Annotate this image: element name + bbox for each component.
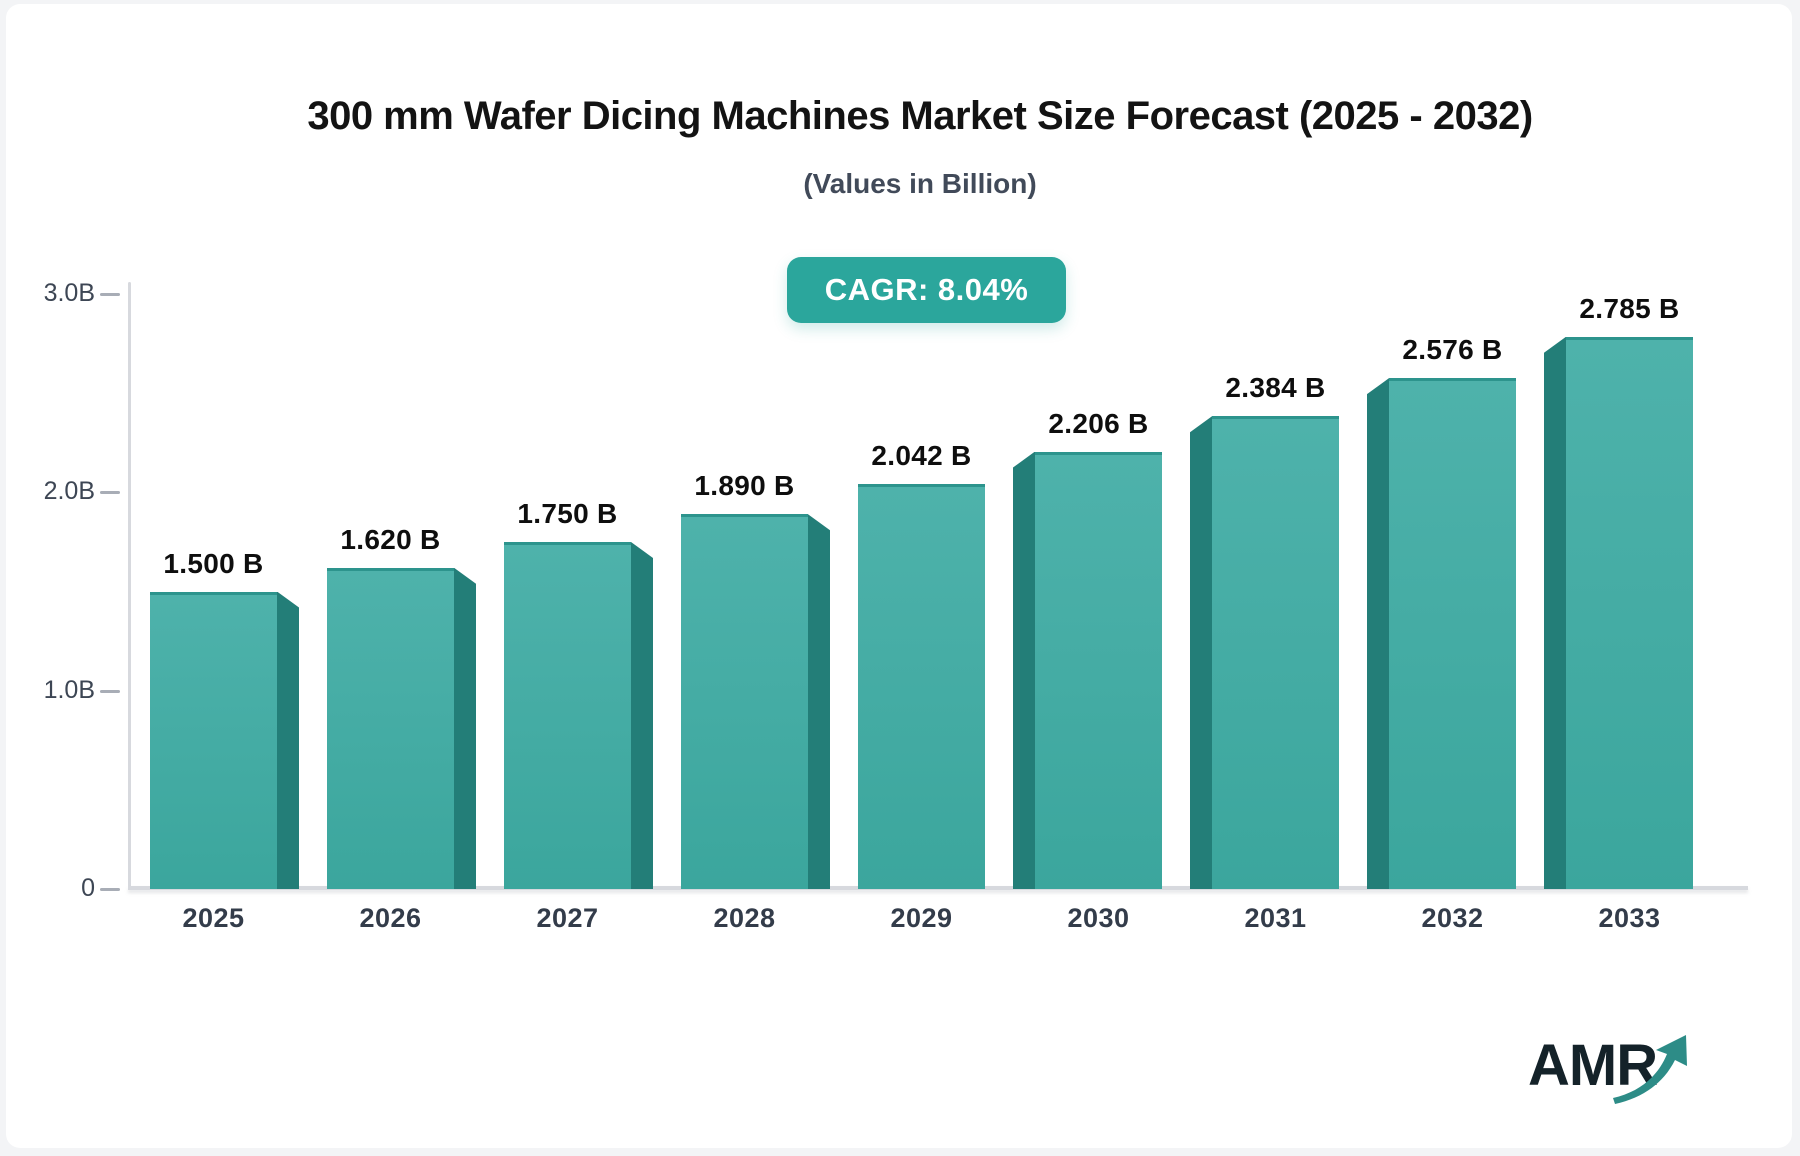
bar-side-face	[1544, 336, 1566, 889]
amr-logo: AMR	[1528, 1032, 1708, 1112]
x-axis-label: 2030	[1067, 903, 1130, 933]
bar-value-label: 2.042 B	[871, 440, 972, 472]
bar-value-label: 1.750 B	[517, 497, 618, 529]
bar-side-face	[1190, 416, 1212, 889]
y-tick-label: 1.0B	[43, 675, 95, 704]
bar-side-face	[1367, 378, 1389, 889]
cagr-badge: CAGR: 8.04%	[787, 257, 1066, 323]
bar-2029	[858, 484, 985, 889]
growth-arrow-icon	[1613, 1035, 1687, 1104]
y-tick-label: 0	[81, 874, 95, 902]
bar-2030	[1035, 451, 1162, 889]
x-axis-label: 2025	[182, 903, 245, 933]
x-axis-label: 2028	[713, 903, 776, 933]
bar-2027	[504, 541, 631, 889]
bar-value-label: 2.785 B	[1579, 292, 1680, 324]
bar-2025	[150, 591, 277, 889]
x-axis-label: 2032	[1421, 903, 1484, 933]
chart-subtitle: (Values in Billion)	[803, 168, 1037, 199]
y-tick-label: 3.0B	[43, 279, 95, 308]
bar-2028	[681, 514, 808, 889]
bar-side-face	[1013, 451, 1035, 889]
y-tick-mark	[100, 689, 120, 693]
bar-side-face	[454, 567, 476, 889]
bar-value-label: 1.620 B	[340, 523, 441, 555]
amr-logo-text: AMR	[1528, 1033, 1658, 1098]
bar-2033	[1566, 336, 1693, 889]
bar-2031	[1212, 416, 1339, 889]
bar-side-face	[277, 591, 299, 889]
x-axis-label: 2033	[1598, 903, 1661, 933]
y-tick-mark	[100, 491, 120, 495]
y-tick-label: 2.0B	[43, 477, 95, 506]
x-axis-label: 2031	[1244, 903, 1307, 933]
bar-2026	[327, 567, 454, 889]
bar-2032	[1389, 378, 1516, 889]
x-axis-label: 2026	[359, 903, 422, 933]
bar-value-label: 2.576 B	[1402, 334, 1503, 366]
bar-side-face	[631, 541, 653, 889]
x-axis-label: 2027	[536, 903, 599, 933]
y-axis-line	[128, 282, 131, 890]
y-tick-mark	[100, 293, 120, 297]
bar-value-label: 2.384 B	[1225, 372, 1326, 404]
bar-value-label: 1.500 B	[163, 547, 264, 579]
chart-title: 300 mm Wafer Dicing Machines Market Size…	[307, 94, 1533, 138]
bar-side-face	[808, 514, 830, 889]
bar-value-label: 2.206 B	[1048, 407, 1149, 439]
y-tick-mark	[100, 888, 120, 891]
x-axis-label: 2029	[890, 903, 953, 933]
cagr-badge-label: CAGR: 8.04%	[824, 272, 1029, 307]
bar-value-label: 1.890 B	[694, 470, 795, 502]
